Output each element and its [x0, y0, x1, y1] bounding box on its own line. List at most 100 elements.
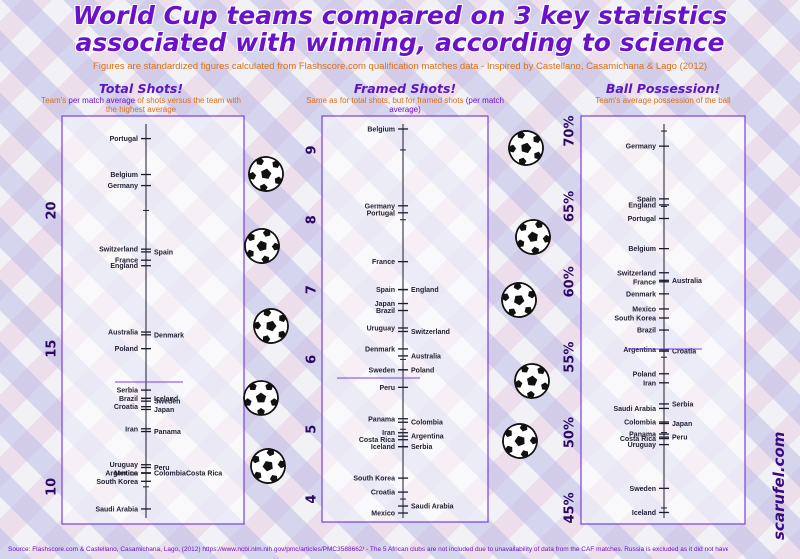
brand-watermark: scarufel.com	[770, 431, 788, 540]
team-label: Denmark	[626, 291, 656, 298]
team-label: Switzerland	[99, 247, 138, 254]
team-label: Brazil	[637, 328, 656, 335]
team-label: Germany	[108, 183, 138, 190]
team-label: Colombia	[411, 420, 443, 427]
chart-subtitle: Figures are standardized figures calcula…	[92, 61, 708, 72]
team-label: Portugal	[628, 216, 656, 223]
section-title-framed-shots: Framed Shots!	[353, 81, 457, 96]
team-label: Denmark	[154, 332, 184, 339]
team-label: Spain	[154, 249, 173, 256]
team-label: Serbia	[117, 388, 139, 395]
desc-text: of shots versus the team with the highes…	[105, 96, 241, 114]
tick-label: 8	[305, 215, 320, 224]
team-label: Denmark	[365, 346, 395, 353]
team-label: Brazil	[376, 308, 395, 315]
soccer-ball-icon	[243, 380, 279, 416]
tick-label: 50%	[563, 417, 578, 448]
tick-label: 10	[45, 478, 60, 496]
team-label: Mexico	[114, 471, 138, 478]
team-label: Colombia	[624, 420, 656, 427]
tick-label: 45%	[563, 492, 578, 523]
team-label: Sweden	[630, 486, 656, 493]
source-note: Source: Flashscore.com & Castellano, Cas…	[8, 546, 728, 553]
soccer-ball-icon	[253, 308, 289, 344]
team-label: Poland	[633, 371, 656, 378]
team-label: Iran	[125, 426, 138, 433]
team-label: Croatia	[672, 349, 696, 356]
team-label: England	[110, 263, 138, 270]
soccer-ball-icon	[501, 282, 537, 318]
tick-label: 65%	[563, 191, 578, 222]
team-label: Switzerland	[411, 329, 450, 336]
team-label: Japan	[375, 301, 395, 308]
tick-label: 15	[45, 340, 60, 358]
team-label: Sweden	[154, 399, 180, 406]
team-label: Saudi Arabia	[411, 504, 454, 511]
team-label: Argentina	[105, 471, 138, 478]
team-label: Saudi Arabia	[613, 406, 656, 413]
tick-label: 6	[305, 355, 320, 364]
desc-highlight: (per match average)	[389, 96, 504, 114]
team-label: Argentina	[411, 434, 444, 441]
tick-label: 55%	[563, 342, 578, 373]
team-label: South Korea	[353, 476, 395, 483]
team-label: South Korea	[96, 479, 138, 486]
soccer-ball-icon	[248, 156, 284, 192]
team-label: Argentina	[623, 347, 656, 354]
panel-frame	[321, 115, 489, 523]
team-label: Spain	[376, 287, 395, 294]
tick-label: 5	[305, 425, 320, 434]
team-label: Croatia	[114, 404, 138, 411]
team-label: Croatia	[371, 490, 395, 497]
team-label: Costa Rica	[620, 436, 656, 443]
team-label: Japan	[672, 421, 692, 428]
chart-panel-0: 10 15 20 Portugal Belgium Germany Switzerland S…	[45, 115, 245, 525]
team-label: England	[411, 287, 439, 294]
team-label: Poland	[115, 346, 138, 353]
team-label: Costa Rica	[186, 471, 222, 478]
team-label: Iceland	[154, 396, 178, 403]
section-title-total-shots: Total Shots!	[98, 81, 184, 96]
team-label: Colombia	[154, 471, 186, 478]
team-label: Iceland	[632, 510, 656, 517]
team-label: Switzerland	[617, 270, 656, 277]
team-label: France	[633, 279, 656, 286]
tick-label: 9	[305, 145, 320, 154]
panel-frame	[61, 115, 245, 525]
team-label: Peru	[672, 435, 688, 442]
team-label: Poland	[411, 367, 434, 374]
section-desc-total-shots: Team's per match average of shots versus…	[36, 96, 246, 114]
team-label: England	[628, 202, 656, 209]
team-label: Costa Rica	[359, 437, 395, 444]
tick-label: 20	[45, 201, 60, 219]
section-desc-framed-shots: Same as for total shots, but for framed …	[300, 96, 510, 114]
team-label: Belgium	[628, 246, 656, 253]
tick-label: 60%	[563, 266, 578, 297]
team-label: Serbia	[672, 401, 694, 408]
section-title-ball-possession: Ball Possession!	[605, 81, 721, 96]
team-label: Uruguay	[110, 462, 139, 469]
team-label: Iran	[382, 430, 395, 437]
team-label: Panama	[629, 432, 656, 439]
team-label: Peru	[379, 385, 395, 392]
desc-highlight: per match average	[68, 96, 136, 105]
team-label: Panama	[368, 416, 395, 423]
team-label: Belgium	[110, 172, 138, 179]
team-label: Australia	[411, 353, 441, 360]
soccer-ball-icon	[244, 228, 280, 264]
team-label: Belgium	[367, 126, 395, 133]
team-label: Peru	[154, 465, 170, 472]
soccer-ball-icon	[515, 219, 551, 255]
desc-text: Team's	[41, 96, 69, 105]
panel-frame	[580, 115, 746, 525]
tick-label: 70%	[563, 115, 578, 146]
team-label: Saudi Arabia	[95, 506, 138, 513]
team-label: Brazil	[119, 396, 138, 403]
team-label: Portugal	[367, 210, 395, 217]
soccer-ball-icon	[514, 363, 550, 399]
team-label: Uruguay	[628, 442, 657, 449]
team-label: South Korea	[614, 315, 656, 322]
team-label: Panama	[154, 429, 181, 436]
